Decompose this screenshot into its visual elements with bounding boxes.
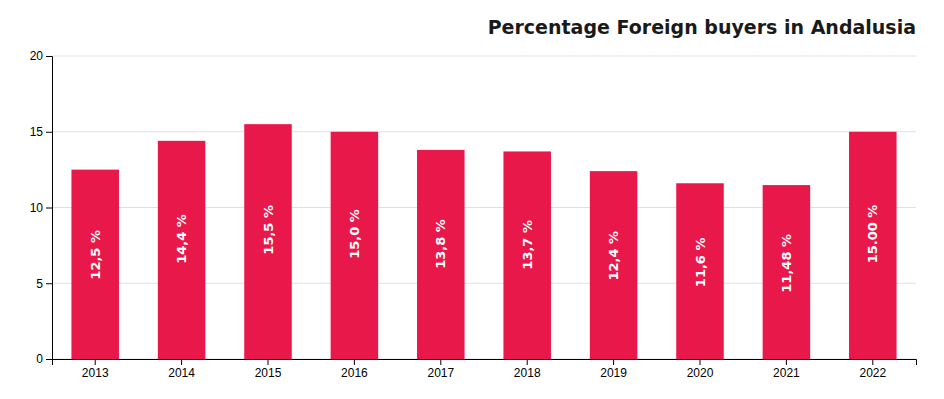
y-tick-label: 15 (30, 125, 44, 139)
y-tick: 15 (30, 125, 52, 139)
data-label: 13,7 % (520, 220, 535, 270)
x-tick-label: 2019 (600, 366, 627, 380)
data-label: 12,5 % (88, 230, 103, 280)
x-tick-mark (440, 359, 441, 365)
x-tick-label: 2022 (859, 366, 886, 380)
y-tick-mark (46, 208, 52, 209)
x-tick-mark (354, 359, 355, 365)
chart-container: 12,5 % 14,4 % 15,5 % 15,0 % 13,8 % 13,7 % 12,4… (0, 0, 944, 399)
x-axis-line (53, 360, 917, 366)
bars (71, 124, 896, 359)
data-label: 15,5 % (261, 205, 276, 255)
y-tick: 0 (36, 352, 52, 366)
x-tick: 2019 (600, 359, 627, 380)
x-tick: 2021 (773, 359, 800, 380)
bar (676, 183, 724, 359)
x-tick-label: 2020 (687, 366, 714, 380)
y-tick-mark (46, 283, 52, 284)
y-tick: 5 (36, 277, 52, 291)
x-tick-mark (527, 359, 528, 365)
x-axis: 2013 2014 2015 2016 2017 2018 2019 2020 2021 2022 (53, 359, 917, 380)
data-label: 15,0 % (347, 209, 362, 259)
x-tick: 2017 (427, 359, 454, 380)
data-label: 15.00 % (865, 205, 880, 264)
bar (590, 171, 638, 359)
x-tick: 2015 (255, 359, 282, 380)
x-tick-label: 2021 (773, 366, 800, 380)
y-tick-mark (46, 56, 52, 57)
x-tick: 2016 (341, 359, 368, 380)
data-label: 11,6 % (693, 238, 708, 288)
bar (158, 141, 206, 359)
y-tick-mark (46, 359, 52, 360)
y-axis-line (46, 57, 53, 360)
bar (763, 185, 811, 359)
bar (503, 151, 551, 359)
x-tick-label: 2018 (514, 366, 541, 380)
bar (244, 124, 292, 359)
data-label: 13,8 % (433, 219, 448, 269)
y-tick-mark (46, 132, 52, 133)
x-tick: 2013 (82, 359, 109, 380)
grid-line (52, 131, 916, 132)
y-tick: 20 (30, 49, 52, 63)
chart-title: Percentage Foreign buyers in Andalusia (488, 16, 916, 38)
x-tick-label: 2014 (168, 366, 195, 380)
x-tick-mark (613, 359, 614, 365)
chart-svg: 12,5 % 14,4 % 15,5 % 15,0 % 13,8 % 13,7 % 12,4… (0, 0, 944, 399)
grid (52, 56, 916, 359)
y-axis: 0 5 10 15 20 (30, 49, 53, 366)
data-label: 14,4 % (174, 214, 189, 264)
y-tick-label: 20 (30, 49, 44, 63)
x-tick-mark (872, 359, 873, 365)
x-tick-label: 2017 (427, 366, 454, 380)
y-tick-label: 10 (30, 201, 44, 215)
bar (331, 132, 379, 359)
data-label: 11,48 % (779, 234, 794, 293)
y-tick-label: 0 (36, 352, 43, 366)
x-tick-label: 2016 (341, 366, 368, 380)
bar (71, 170, 119, 359)
x-tick-mark (268, 359, 269, 365)
y-tick-label: 5 (36, 277, 43, 291)
bar (417, 150, 465, 359)
x-tick-label: 2013 (82, 366, 109, 380)
x-tick-label: 2015 (255, 366, 282, 380)
grid-line (52, 56, 916, 57)
x-tick: 2014 (168, 359, 195, 380)
x-tick: 2022 (859, 359, 886, 380)
x-tick-mark (786, 359, 787, 365)
data-label: 12,4 % (606, 231, 621, 281)
x-tick: 2018 (514, 359, 541, 380)
x-tick: 2020 (687, 359, 714, 380)
y-tick: 10 (30, 201, 52, 215)
data-labels: 12,5 % 14,4 % 15,5 % 15,0 % 13,8 % 13,7 % 12,4… (88, 205, 881, 293)
x-tick-mark (700, 359, 701, 365)
x-tick-mark (95, 359, 96, 365)
x-tick-mark (181, 359, 182, 365)
bar (849, 132, 897, 359)
